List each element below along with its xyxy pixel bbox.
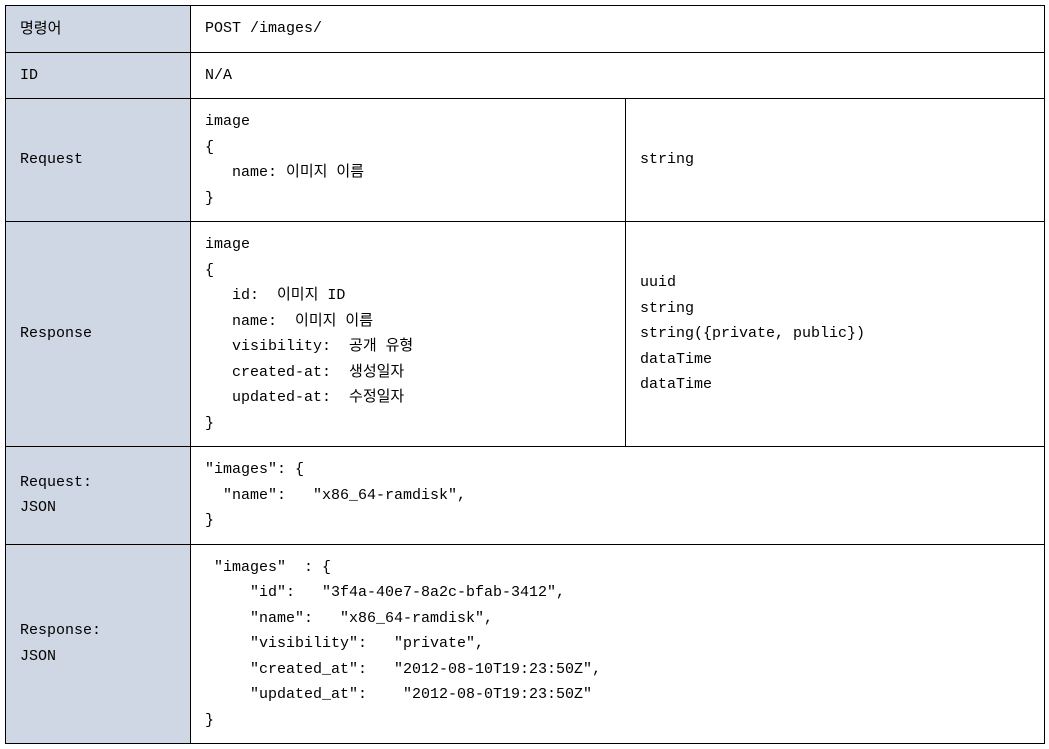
request-types: string <box>626 99 1045 222</box>
api-spec-table: 명령어 POST /images/ ID N/A Request image {… <box>5 5 1045 744</box>
label-request: Request <box>6 99 191 222</box>
table-row-request-json: Request: JSON "images": { "name": "x86_6… <box>6 447 1045 545</box>
response-schema: image { id: 이미지 ID name: 이미지 이름 visibili… <box>191 222 626 447</box>
response-schema-content: image { id: 이미지 ID name: 이미지 이름 visibili… <box>205 232 611 436</box>
label-id: ID <box>6 52 191 99</box>
label-command: 명령어 <box>6 6 191 53</box>
label-request-json-text: Request: JSON <box>20 474 92 517</box>
response-json-body: "images" : { "id": "3f4a-40e7-8a2c-bfab-… <box>191 544 1045 744</box>
label-response: Response <box>6 222 191 447</box>
value-id: N/A <box>191 52 1045 99</box>
label-response-json-text: Response: JSON <box>20 622 101 665</box>
response-types-content: uuid string string({private, public}) da… <box>640 270 1030 398</box>
response-types: uuid string string({private, public}) da… <box>626 222 1045 447</box>
value-command: POST /images/ <box>191 6 1045 53</box>
request-schema-content: image { name: 이미지 이름 } <box>205 109 611 211</box>
request-json-content: "images": { "name": "x86_64-ramdisk", } <box>205 457 1030 534</box>
table-row-id: ID N/A <box>6 52 1045 99</box>
table-row-response-json: Response: JSON "images" : { "id": "3f4a-… <box>6 544 1045 744</box>
table-row-response: Response image { id: 이미지 ID name: 이미지 이름… <box>6 222 1045 447</box>
request-schema: image { name: 이미지 이름 } <box>191 99 626 222</box>
response-json-content: "images" : { "id": "3f4a-40e7-8a2c-bfab-… <box>205 555 1030 734</box>
table-row-request: Request image { name: 이미지 이름 } string <box>6 99 1045 222</box>
request-types-content: string <box>640 147 1030 173</box>
label-response-json: Response: JSON <box>6 544 191 744</box>
table-row-command: 명령어 POST /images/ <box>6 6 1045 53</box>
request-json-body: "images": { "name": "x86_64-ramdisk", } <box>191 447 1045 545</box>
label-request-json: Request: JSON <box>6 447 191 545</box>
